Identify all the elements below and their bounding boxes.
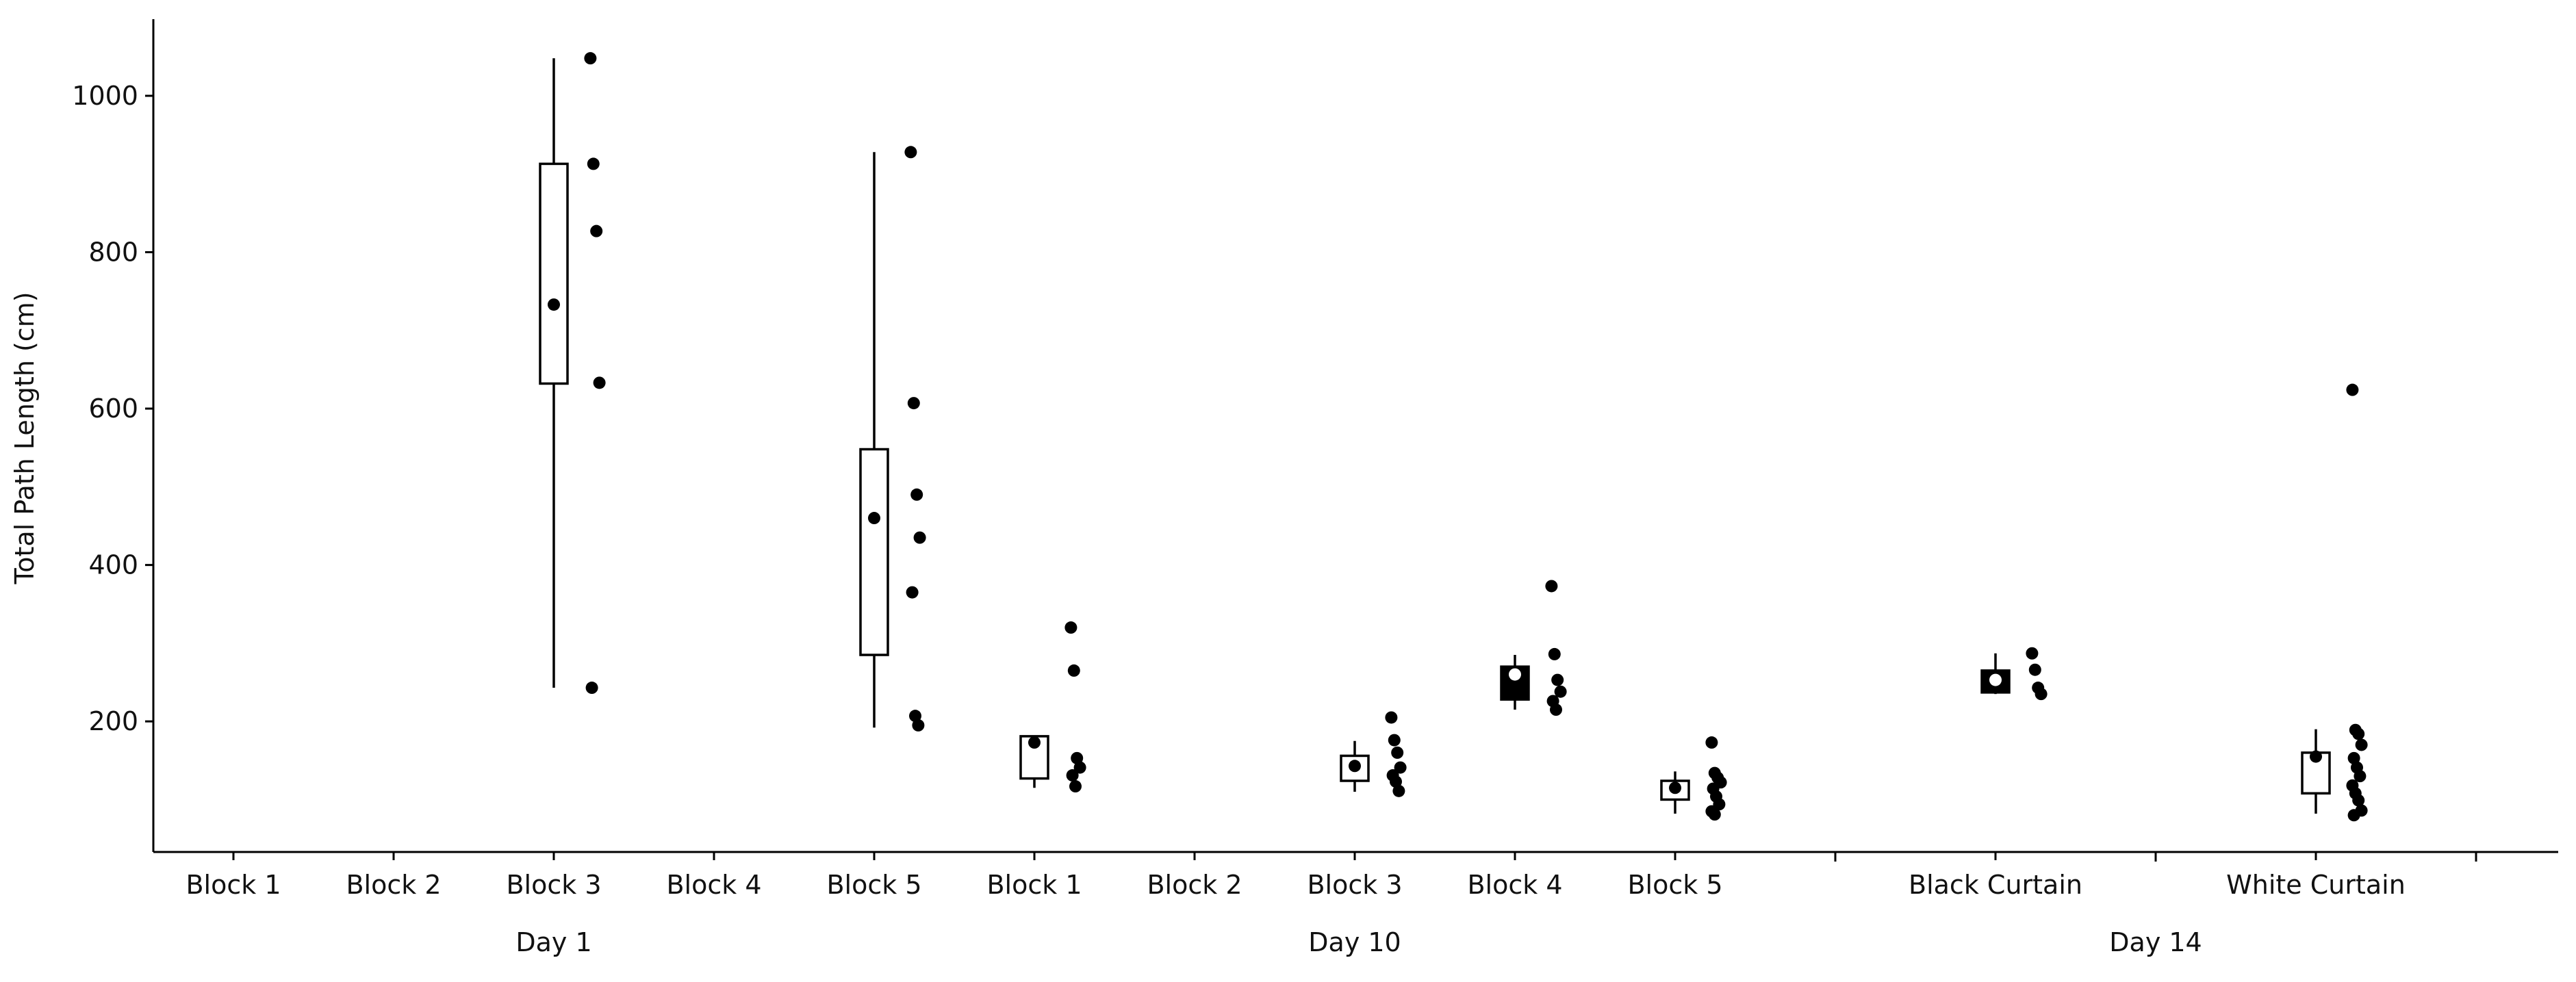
- data-point: [2347, 809, 2360, 822]
- data-point: [1069, 780, 1082, 793]
- box-median-marker: [1509, 668, 1521, 681]
- y-axis-label: Total Path Length (cm): [10, 292, 40, 584]
- x-tick-label: Block 5: [826, 870, 921, 900]
- box-iqr: [539, 162, 569, 385]
- data-point: [2352, 727, 2365, 740]
- data-point: [587, 157, 600, 170]
- box-median-marker: [868, 512, 880, 525]
- x-tick-label: Block 1: [186, 870, 281, 900]
- data-point: [909, 710, 921, 723]
- data-point: [590, 224, 603, 237]
- data-point: [1554, 685, 1567, 698]
- x-tick-label: White Curtain: [2226, 870, 2406, 900]
- data-point: [1067, 664, 1080, 677]
- x-tick-label: Block 5: [1627, 870, 1722, 900]
- data-point: [912, 719, 925, 732]
- x-tick-label: Block 1: [986, 870, 1082, 900]
- x-tick-label: Block 2: [346, 870, 441, 900]
- data-point: [1394, 761, 1407, 774]
- data-point: [1071, 751, 1084, 764]
- data-point: [1708, 808, 1721, 821]
- box-median-marker: [1669, 781, 1681, 794]
- data-point: [1391, 746, 1404, 759]
- data-point: [1390, 775, 1402, 788]
- box-median-marker: [1349, 760, 1361, 773]
- x-tick-label: Block 4: [1467, 870, 1562, 900]
- data-point: [2035, 688, 2048, 701]
- x-tick-label: Block 2: [1147, 870, 1242, 900]
- data-point: [1388, 734, 1401, 747]
- data-point: [2354, 770, 2367, 783]
- y-tick-label: 400: [88, 550, 138, 580]
- box-median-marker: [2310, 750, 2322, 763]
- data-point: [2352, 794, 2365, 807]
- plot-layer: 200 400 600 800 1000 Block 1 Block 2 Block 3 Blo…: [72, 19, 2558, 957]
- data-point: [907, 397, 920, 410]
- data-point: [1545, 580, 1558, 593]
- data-point: [593, 376, 606, 389]
- data-point: [1073, 761, 1086, 774]
- data-point: [1385, 711, 1398, 724]
- data-point: [1392, 784, 1405, 797]
- data-point: [2028, 663, 2041, 676]
- data-point: [2355, 738, 2368, 751]
- y-tick-label: 800: [88, 237, 138, 268]
- x-tick-label: Block 3: [1307, 870, 1402, 900]
- y-tick-label: 200: [88, 706, 138, 736]
- data-point: [1550, 703, 1562, 716]
- x-tick-label: Block 4: [666, 870, 761, 900]
- data-point: [584, 52, 597, 65]
- data-point: [913, 531, 926, 544]
- x-tick-label: Black Curtain: [1909, 870, 2082, 900]
- group-label: Day 14: [2109, 927, 2202, 957]
- data-point: [2346, 383, 2359, 396]
- x-tick-label: Block 3: [506, 870, 601, 900]
- group-label: Day 10: [1308, 927, 1401, 957]
- data-point: [1548, 647, 1561, 660]
- y-tick-label: 600: [88, 393, 138, 424]
- data-point: [906, 586, 919, 599]
- data-point: [1064, 621, 1077, 634]
- box-median-marker: [1028, 736, 1041, 749]
- data-point: [2026, 647, 2039, 660]
- data-point: [910, 488, 923, 501]
- box-median-marker: [548, 298, 560, 311]
- box-iqr: [1019, 735, 1049, 780]
- box-iqr: [859, 448, 889, 656]
- data-point: [904, 146, 917, 159]
- data-point: [2347, 751, 2360, 764]
- group-label: Day 1: [515, 927, 591, 957]
- box-median-marker: [1989, 673, 2002, 686]
- data-point: [1705, 736, 1718, 749]
- y-tick-label: 1000: [72, 81, 138, 111]
- data-point: [1551, 673, 1564, 686]
- data-point: [1066, 769, 1079, 782]
- data-point: [585, 682, 598, 695]
